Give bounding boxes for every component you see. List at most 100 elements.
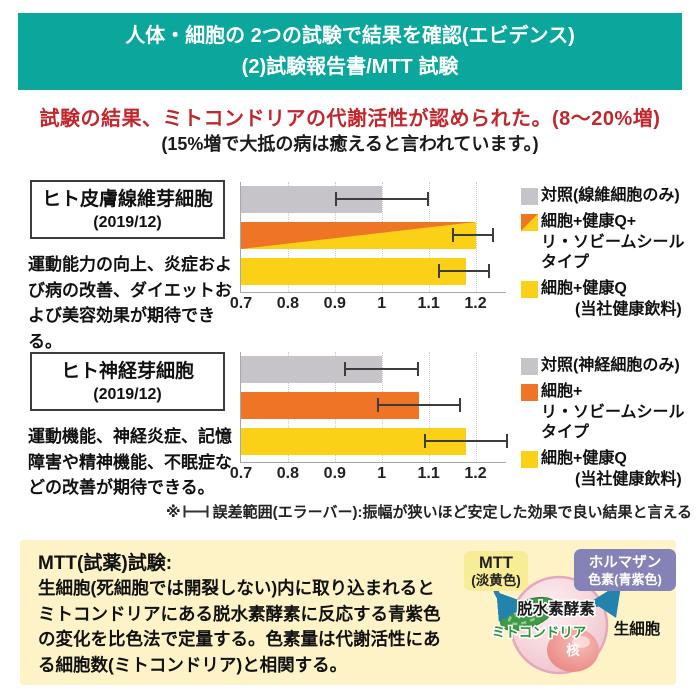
legend-swatch xyxy=(521,383,538,401)
legend-label: 細胞+ リ・ソビームシールタイプ xyxy=(541,382,699,444)
legend-item: 細胞+健康Q (当社健康飲料) xyxy=(521,449,699,491)
grid-line xyxy=(475,352,477,462)
tick-label: 1.2 xyxy=(464,295,487,312)
tick-label: 0.8 xyxy=(276,295,300,312)
error-bar-cap xyxy=(437,264,440,278)
legend-label-line: 細胞+健康Q xyxy=(541,450,627,468)
error-bar-cap xyxy=(377,398,380,412)
mitochondria-label: ミトコンドリア xyxy=(492,625,587,640)
bar-chart-2: 0.7 0.8 0.9 1 1.1 1.2 xyxy=(230,352,509,482)
panel-description-1: 運動能力の向上、炎症および病の改善、ダイエットおよび美容効果が期待できる。 xyxy=(28,255,232,351)
tick-label: 1 xyxy=(377,465,387,482)
error-bar xyxy=(423,440,509,442)
error-bar-range-icon xyxy=(183,505,209,518)
legend-label-line: 細胞+ xyxy=(541,382,583,400)
error-bar xyxy=(344,368,420,370)
error-bar-cap xyxy=(459,398,462,412)
mtt-to-enzyme-arrow xyxy=(493,588,530,622)
tick-label: 0.9 xyxy=(323,465,346,482)
tick-label: 1.1 xyxy=(417,465,440,482)
error-bar-note: ※ 誤差範囲(エラーバー):振幅が狭いほど安定した効果で良い結果と言える xyxy=(0,501,692,522)
legend-label-line: リ・ソビームシールタイプ xyxy=(541,233,685,272)
tick-label: 0.7 xyxy=(229,465,253,482)
legend-item: 細胞+健康Q (当社健康飲料) xyxy=(521,279,699,321)
chart-bar xyxy=(241,258,467,285)
error-bar-cap xyxy=(417,362,420,376)
mtt-reagent-label: MTT xyxy=(479,554,513,572)
tick-label: 0.9 xyxy=(323,295,346,312)
legend-swatch xyxy=(521,188,538,205)
error-bar-cap xyxy=(492,228,495,242)
enzyme-to-formazan-arrow xyxy=(587,582,622,619)
chart-legend-2: 対照(神経細胞のみ) 細胞+ リ・ソビームシールタイプ細胞+健康Q (当社健康飲料) xyxy=(521,356,699,496)
tick-label: 1 xyxy=(377,295,387,312)
error-bar xyxy=(437,270,490,272)
panel-description-2: 運動機能、神経炎症、記憶障害や精神機能、不眠症などの改善が期待できる。 xyxy=(28,427,232,497)
panel-title: ヒト神経芽細胞 xyxy=(60,361,194,382)
nucleus-label: 核 xyxy=(566,642,580,658)
legend-swatch xyxy=(521,358,538,375)
legend-label: 細胞+健康Q+ リ・ソビームシールタイプ xyxy=(541,212,699,274)
panel-title-box-1: ヒト皮膚線維芽細胞 (2019/12) xyxy=(30,180,225,239)
legend-label-line: 対照(神経細胞のみ) xyxy=(541,357,680,374)
legend-swatch xyxy=(521,281,538,299)
legend-label-line: 対照(線維細胞のみ) xyxy=(541,187,680,204)
mtt-reagent-badge xyxy=(464,551,528,591)
legend-label-line: (当社健康飲料) xyxy=(575,300,682,318)
error-bar-cap xyxy=(452,228,455,242)
mtt-body: 生細胞(死細胞では開裂しない)内に取り込まれるとミトコンドリアにある脱水素酵素に… xyxy=(38,578,441,676)
legend-swatch xyxy=(521,451,538,469)
error-bar xyxy=(377,404,462,406)
legend-label-line: 細胞+健康Q+ xyxy=(541,212,637,230)
error-bar-cap xyxy=(334,192,337,206)
legend-label-line: (当社健康飲料) xyxy=(575,470,682,488)
legend-label: 対照(神経細胞のみ) xyxy=(541,356,680,377)
chart-legend-1: 対照(線維細胞のみ) 細胞+健康Q+ リ・ソビームシールタイプ細胞+健康Q (当社健康… xyxy=(521,186,699,326)
legend-item: 対照(神経細胞のみ) xyxy=(521,356,699,377)
legend-label: 細胞+健康Q (当社健康飲料) xyxy=(541,279,682,321)
formazan-label-line2: 色素(青紫色) xyxy=(588,572,662,587)
error-bar-cap xyxy=(344,362,347,376)
note-prefix: ※ xyxy=(166,504,181,521)
mtt-title: MTT(試薬)試験: xyxy=(38,553,173,574)
error-bar xyxy=(334,198,429,200)
subheadline: (15%増で大抵の病は癒えると言われています。) xyxy=(161,134,539,154)
nucleus-highlight xyxy=(572,636,590,648)
legend-item: 細胞+ リ・ソビームシールタイプ xyxy=(521,382,699,444)
grid-line xyxy=(475,182,477,292)
bar-chart-1: 0.7 0.8 0.9 1 1.1 1.2 xyxy=(230,182,506,312)
living-cell-label: 生細胞 xyxy=(614,619,661,638)
header-line-1: 人体・細胞の 2つの試験で結果を確認(エビデンス) xyxy=(125,24,575,47)
enzyme-label: 脱水素酵素 xyxy=(517,599,595,618)
panel-date: (2019/12) xyxy=(93,385,162,403)
chart-bar xyxy=(241,222,476,249)
error-bar-cap xyxy=(426,192,429,206)
legend-label-line: リ・ソビームシールタイプ xyxy=(541,403,685,442)
panel-title-box-2: ヒト神経芽細胞 (2019/12) xyxy=(30,352,225,411)
cell-diagram: MTT (淡黄色) ホルマザン 色素(青紫色) 脱水素酵素 ミトコンドリア 核 … xyxy=(464,549,676,675)
formazan-label-line1: ホルマザン xyxy=(589,554,662,571)
error-bar-cap xyxy=(506,434,509,448)
error-bar-cap xyxy=(487,264,490,278)
legend-swatch xyxy=(521,213,538,231)
legend-item: 対照(線維細胞のみ) xyxy=(521,186,699,207)
tick-label: 0.8 xyxy=(276,465,300,482)
legend-label: 対照(線維細胞のみ) xyxy=(541,186,680,207)
grid-line xyxy=(428,352,430,462)
legend-label-line: 細胞+健康Q xyxy=(541,280,627,298)
split-bar-orange-wedge xyxy=(241,222,476,249)
headline: 試験の結果、ミトコンドリアの代謝活性が認められた。(8〜20%増) xyxy=(39,108,661,130)
tick-label: 0.7 xyxy=(229,295,253,312)
legend-item: 細胞+健康Q+ リ・ソビームシールタイプ xyxy=(521,212,699,274)
mtt-reagent-sublabel: (淡黄色) xyxy=(471,572,521,588)
panel-date: (2019/12) xyxy=(93,213,162,231)
tick-label: 1.1 xyxy=(417,295,440,312)
panel-title: ヒト皮膚線維芽細胞 xyxy=(41,189,213,210)
header-banner: 人体・細胞の 2つの試験で結果を確認(エビデンス) (2)試験報告書/MTT 試… xyxy=(18,13,682,90)
error-bar xyxy=(452,234,495,236)
note-text: 誤差範囲(エラーバー):振幅が狭いほど安定した効果で良い結果と言える xyxy=(212,504,692,521)
error-bar-cap xyxy=(423,434,426,448)
legend-label: 細胞+健康Q (当社健康飲料) xyxy=(541,449,682,491)
tick-label: 1.2 xyxy=(464,465,487,482)
